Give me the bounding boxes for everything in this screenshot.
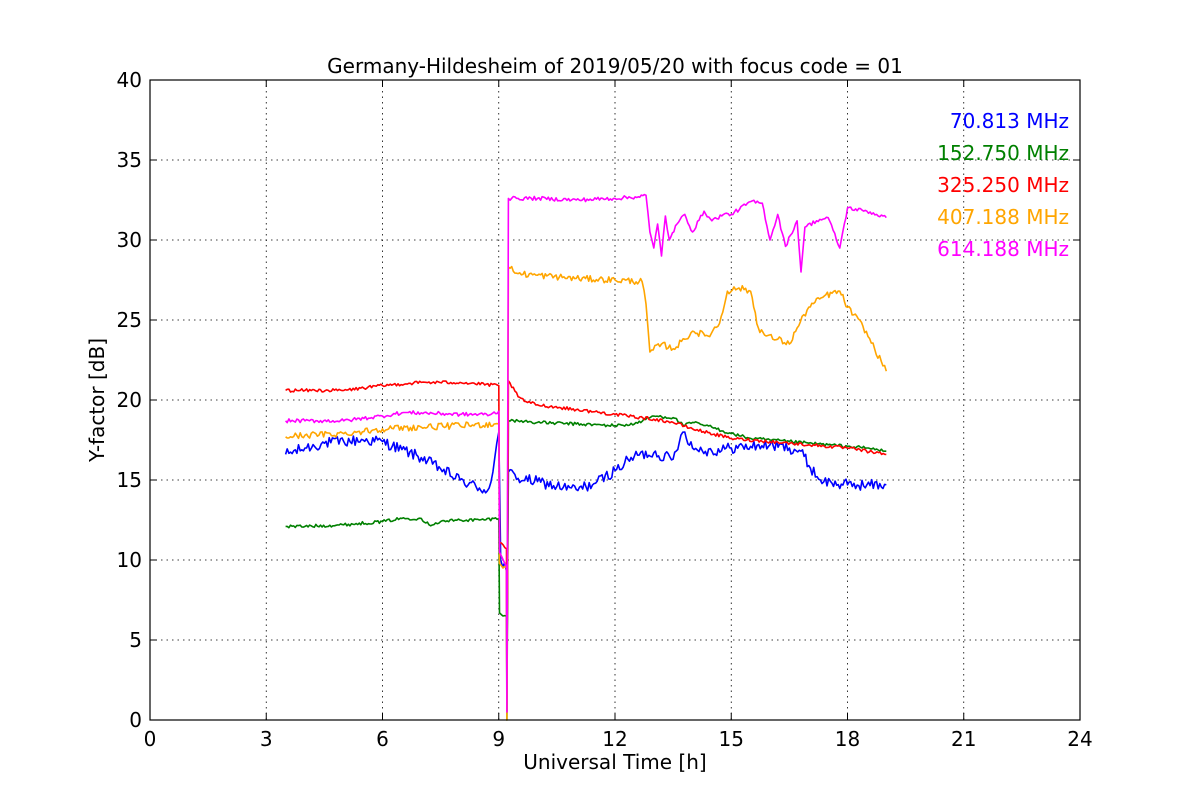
x-tick-label: 9 — [492, 727, 505, 751]
legend-entry-2: 152.750 MHz — [937, 141, 1069, 165]
x-tick-label: 24 — [1067, 727, 1092, 751]
y-tick-label: 35 — [117, 148, 142, 172]
x-tick-label: 21 — [951, 727, 976, 751]
series-line-4 — [285, 265, 888, 721]
x-tick-label: 15 — [719, 727, 744, 751]
axis-ticks: 0 3 6 9 12 15 18 21 24 0 5 10 15 20 25 30 35 40 — [117, 68, 1093, 751]
series-line-5 — [285, 193, 887, 713]
series-line-3 — [285, 380, 887, 713]
y-tick-label: 25 — [117, 308, 142, 332]
x-tick-label: 6 — [376, 727, 389, 751]
y-tick-label: 15 — [117, 468, 142, 492]
series-line-1 — [284, 431, 887, 673]
x-tick-label: 12 — [602, 727, 627, 751]
y-tick-label: 0 — [129, 708, 142, 732]
x-tick-label: 18 — [835, 727, 860, 751]
series-lines — [284, 193, 888, 721]
y-tick-label: 10 — [117, 548, 142, 572]
y-tick-label: 30 — [117, 228, 142, 252]
y-tick-label: 20 — [117, 388, 142, 412]
x-axis-title: Universal Time [h] — [523, 750, 706, 774]
legend-entry-1: 70.813 MHz — [950, 109, 1069, 133]
chart-title: Germany-Hildesheim of 2019/05/20 with fo… — [327, 54, 903, 78]
series-line-2 — [285, 414, 887, 721]
x-tick-label: 3 — [260, 727, 273, 751]
y-axis-title: Y-factor [dB] — [85, 338, 109, 463]
y-tick-label: 40 — [117, 68, 142, 92]
legend-entry-5: 614.188 MHz — [937, 237, 1069, 261]
legend-entry-4: 407.188 MHz — [937, 205, 1069, 229]
legend: 70.813 MHz 152.750 MHz 325.250 MHz 407.188 … — [937, 109, 1069, 261]
y-tick-label: 5 — [129, 628, 142, 652]
legend-entry-3: 325.250 MHz — [937, 173, 1069, 197]
x-tick-label: 0 — [144, 727, 157, 751]
